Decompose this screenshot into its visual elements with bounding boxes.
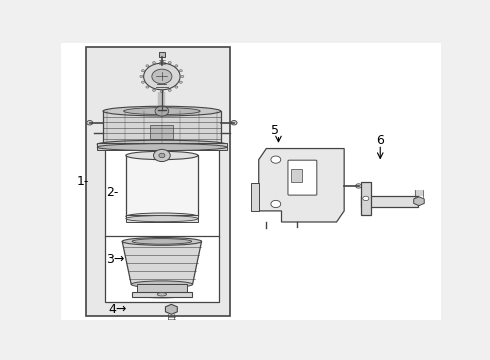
- Circle shape: [181, 75, 184, 77]
- Polygon shape: [251, 183, 259, 211]
- Bar: [86, 48, 230, 316]
- Bar: [361, 196, 418, 207]
- Circle shape: [168, 89, 171, 91]
- Circle shape: [87, 121, 93, 125]
- Circle shape: [144, 63, 180, 90]
- Text: 2-: 2-: [106, 186, 119, 199]
- Text: 5: 5: [270, 124, 279, 137]
- Bar: [291, 169, 302, 182]
- Text: 3→: 3→: [106, 253, 124, 266]
- Bar: [103, 111, 221, 144]
- Ellipse shape: [126, 216, 198, 222]
- Bar: [137, 284, 187, 296]
- Circle shape: [146, 86, 149, 88]
- Circle shape: [271, 201, 281, 208]
- Circle shape: [155, 106, 169, 116]
- Circle shape: [231, 121, 237, 125]
- Bar: [61, 43, 251, 320]
- Text: 4→: 4→: [109, 303, 127, 316]
- Ellipse shape: [131, 281, 193, 288]
- Circle shape: [271, 156, 281, 163]
- Polygon shape: [259, 149, 344, 222]
- Circle shape: [179, 69, 182, 72]
- Ellipse shape: [122, 238, 201, 245]
- Circle shape: [160, 60, 163, 63]
- Bar: [126, 156, 198, 216]
- Circle shape: [356, 184, 362, 188]
- Ellipse shape: [126, 151, 198, 159]
- Circle shape: [363, 196, 369, 201]
- Polygon shape: [414, 197, 424, 206]
- Bar: [126, 215, 198, 222]
- Circle shape: [179, 81, 182, 83]
- Circle shape: [142, 69, 145, 72]
- Circle shape: [175, 86, 178, 88]
- Circle shape: [159, 153, 165, 158]
- Circle shape: [140, 75, 143, 77]
- Ellipse shape: [97, 140, 227, 149]
- Bar: [105, 236, 219, 302]
- Circle shape: [152, 62, 155, 64]
- Ellipse shape: [97, 144, 227, 150]
- Circle shape: [146, 65, 149, 67]
- Circle shape: [153, 149, 170, 162]
- Circle shape: [152, 89, 155, 91]
- Circle shape: [160, 90, 163, 93]
- Circle shape: [168, 62, 171, 64]
- Polygon shape: [166, 304, 177, 314]
- Bar: [150, 125, 173, 139]
- Bar: [361, 182, 371, 215]
- Ellipse shape: [132, 239, 192, 244]
- FancyBboxPatch shape: [288, 160, 317, 195]
- Bar: [159, 52, 165, 57]
- Bar: [251, 43, 441, 320]
- Text: 6: 6: [376, 134, 384, 147]
- Ellipse shape: [103, 106, 220, 116]
- Ellipse shape: [126, 213, 198, 220]
- Bar: [105, 149, 219, 237]
- Circle shape: [175, 65, 178, 67]
- Text: 1-: 1-: [76, 175, 89, 188]
- Ellipse shape: [157, 293, 167, 296]
- Ellipse shape: [137, 293, 187, 298]
- Bar: [131, 292, 192, 297]
- Circle shape: [152, 69, 172, 84]
- Ellipse shape: [123, 108, 200, 114]
- Polygon shape: [122, 242, 201, 284]
- Circle shape: [142, 81, 145, 83]
- Bar: [97, 143, 227, 150]
